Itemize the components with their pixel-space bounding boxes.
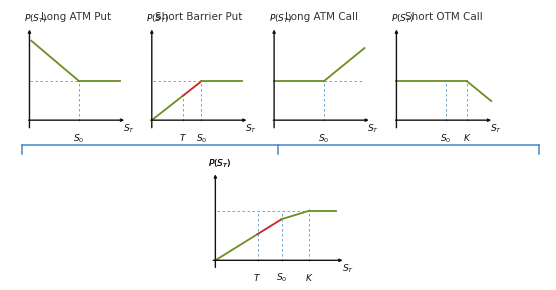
Text: $P(S_T)$: $P(S_T)$ (208, 157, 232, 170)
Text: $S_0$: $S_0$ (196, 132, 207, 145)
Text: $S_T$: $S_T$ (123, 123, 135, 135)
Text: $T$: $T$ (254, 272, 261, 283)
Text: $K$: $K$ (305, 272, 314, 283)
Text: $S_T$: $S_T$ (490, 123, 502, 135)
Title: Long ATM Put: Long ATM Put (41, 12, 112, 22)
Text: $P(S_T)$: $P(S_T)$ (208, 157, 232, 170)
Text: $P(S_T)$: $P(S_T)$ (146, 12, 170, 25)
Text: $S_0$: $S_0$ (73, 132, 85, 145)
Text: $S_T$: $S_T$ (245, 123, 257, 135)
Text: $S_0$: $S_0$ (276, 272, 287, 284)
Text: $T$: $T$ (180, 132, 187, 143)
Text: $K$: $K$ (463, 132, 471, 143)
Title: Short Barrier Put: Short Barrier Put (155, 12, 242, 22)
Text: $P(S_T)$: $P(S_T)$ (269, 12, 292, 25)
Title: Long ATM Call: Long ATM Call (285, 12, 358, 22)
Text: $S_T$: $S_T$ (368, 123, 380, 135)
Text: $S_0$: $S_0$ (318, 132, 330, 145)
Title: Short OTM Call: Short OTM Call (405, 12, 482, 22)
Text: $S_0$: $S_0$ (440, 132, 452, 145)
Text: $S_T$: $S_T$ (342, 263, 354, 275)
Text: $P(S_T)$: $P(S_T)$ (24, 12, 47, 25)
Text: $P(S_T)$: $P(S_T)$ (391, 12, 414, 25)
